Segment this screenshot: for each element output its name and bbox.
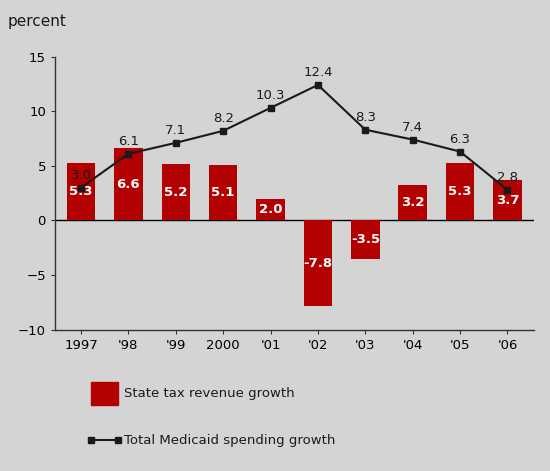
Text: percent: percent — [7, 14, 66, 29]
Text: 8.3: 8.3 — [355, 111, 376, 124]
Text: 5.3: 5.3 — [448, 185, 472, 198]
Bar — [67, 162, 95, 220]
Text: 3.7: 3.7 — [496, 194, 519, 207]
Text: 5.3: 5.3 — [69, 185, 93, 198]
Text: -3.5: -3.5 — [351, 233, 380, 246]
Bar — [114, 148, 142, 220]
Text: 7.1: 7.1 — [165, 124, 186, 137]
Bar — [399, 186, 427, 220]
Text: 3.2: 3.2 — [401, 196, 425, 210]
Text: 3.0: 3.0 — [70, 169, 91, 182]
Text: 6.1: 6.1 — [118, 135, 139, 148]
Text: -7.8: -7.8 — [304, 257, 333, 269]
Bar — [209, 165, 238, 220]
Text: 12.4: 12.4 — [303, 66, 333, 79]
Text: State tax revenue growth: State tax revenue growth — [124, 387, 294, 400]
Text: 8.2: 8.2 — [213, 112, 234, 125]
Bar — [162, 163, 190, 220]
Text: 5.2: 5.2 — [164, 186, 188, 198]
Text: 6.3: 6.3 — [449, 132, 471, 146]
Bar — [493, 180, 521, 220]
Bar — [446, 162, 474, 220]
Bar — [351, 220, 380, 259]
Text: 7.4: 7.4 — [402, 121, 423, 134]
Text: 2.8: 2.8 — [497, 171, 518, 184]
Text: 2.0: 2.0 — [259, 203, 282, 216]
Bar — [256, 199, 285, 220]
Text: 10.3: 10.3 — [256, 89, 285, 102]
Bar — [304, 220, 332, 306]
Text: Total Medicaid spending growth: Total Medicaid spending growth — [124, 434, 335, 447]
Text: 5.1: 5.1 — [212, 186, 235, 199]
Text: 6.6: 6.6 — [117, 178, 140, 191]
